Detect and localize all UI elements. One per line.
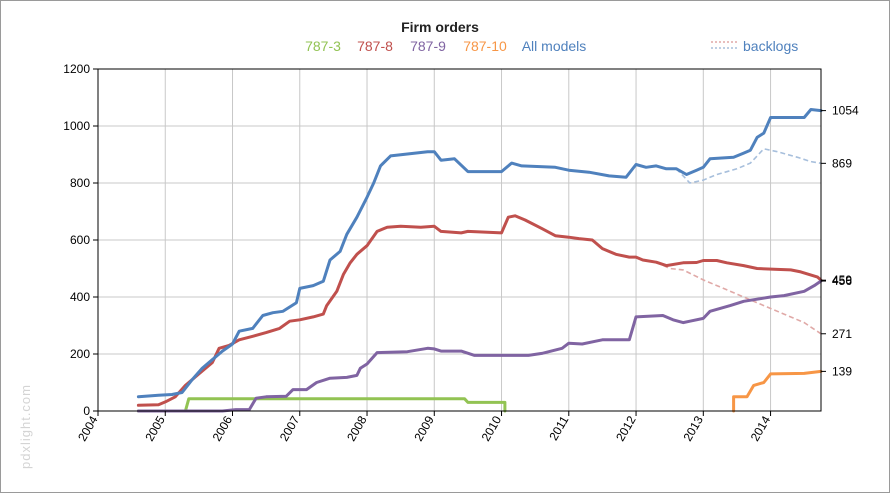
y-tick-label: 1200 (63, 62, 90, 76)
legend: Firm orders 787-3 787-8 787-9 787-10 All mod… (305, 19, 798, 54)
x-tick-label: 2009 (411, 413, 437, 443)
series-line (136, 279, 823, 413)
end-label: 459 (832, 273, 852, 287)
legend-entry: All models (522, 38, 587, 54)
end-label: 139 (832, 364, 852, 378)
legend-entry: 787-10 (463, 38, 507, 54)
x-tick-label: 2014 (748, 413, 774, 443)
series-line (136, 214, 823, 407)
y-tick-label: 800 (70, 176, 90, 190)
legend-entry: 787-3 (305, 38, 341, 54)
legend-entry: 787-8 (357, 38, 393, 54)
x-tick-label: 2013 (680, 413, 706, 443)
backlog-line (655, 261, 822, 335)
series-line (136, 108, 823, 399)
series-lines (136, 108, 823, 413)
x-tick-label: 2011 (546, 413, 571, 443)
end-label: 1054 (832, 104, 859, 118)
x-tick-label: 2006 (210, 413, 236, 443)
x-tick-label: 2010 (479, 413, 505, 443)
end-label: 869 (832, 156, 852, 170)
y-tick-label: 600 (70, 233, 90, 247)
x-tick-label: 2007 (277, 413, 303, 443)
grid-lines (97, 68, 821, 412)
chart-title: Firm orders (401, 19, 479, 35)
y-tick-label: 200 (70, 347, 90, 361)
end-label: 456 (832, 274, 852, 288)
legend-backlog-label: backlogs (743, 38, 798, 54)
series-line (732, 369, 823, 413)
backlog-line (675, 147, 822, 184)
x-tick-label: 2005 (142, 413, 168, 443)
x-tick-label: 2012 (613, 413, 639, 443)
plot-area-border (97, 68, 822, 412)
series-line (136, 397, 507, 413)
backlog-lines (655, 147, 822, 335)
x-tick-label: 2004 (75, 413, 101, 443)
y-tick-label: 1000 (63, 119, 90, 133)
watermark: pdxlight.com (17, 384, 33, 469)
axes: 0 200 400 600 800 1000 1200 2004 2005 2006 2007 200… (63, 62, 826, 444)
y-tick-label: 400 (70, 290, 90, 304)
legend-entry: 787-9 (410, 38, 446, 54)
y-tick-label: 0 (83, 404, 90, 418)
x-tick-label: 2008 (344, 413, 370, 443)
end-label: 271 (832, 327, 852, 341)
